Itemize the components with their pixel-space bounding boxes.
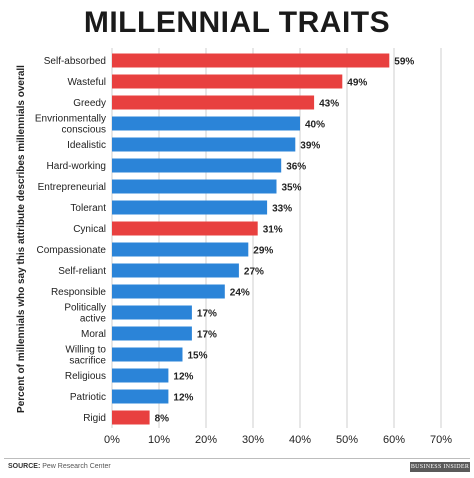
x-tick-label: 10%	[148, 434, 170, 446]
category-label: Hard-working	[47, 161, 106, 172]
value-label: 24%	[230, 288, 250, 299]
x-tick-label: 50%	[336, 434, 358, 446]
value-label: 31%	[263, 225, 283, 236]
y-axis-label: Percent of millennials who say this attr…	[16, 65, 27, 413]
category-label: Rigid	[83, 413, 106, 424]
bar	[112, 179, 277, 194]
value-label: 36%	[286, 162, 306, 173]
bar-chart: 0% 10% 20% 30% 40% 50% 60% 70% 59% Self-absorbed 4…	[16, 48, 452, 446]
category-label: Tolerant	[70, 203, 106, 214]
category-label: Patriotic	[70, 392, 106, 403]
category-label: Wasteful	[67, 77, 106, 88]
category-label: Self-absorbed	[44, 56, 106, 67]
x-tick-label: 60%	[383, 434, 405, 446]
value-label: 12%	[173, 393, 193, 404]
category-label: Compassionate	[37, 245, 107, 256]
business-insider-logo: BUSINESS INSIDER	[410, 462, 470, 472]
value-label: 49%	[347, 78, 367, 89]
category-label: Self-reliant	[58, 266, 106, 277]
bar	[112, 116, 300, 131]
bar	[112, 347, 183, 362]
value-label: 17%	[197, 330, 217, 341]
bar	[112, 368, 169, 383]
category-label: Religious	[65, 371, 106, 382]
x-tick-label: 30%	[242, 434, 264, 446]
value-label: 12%	[173, 372, 193, 383]
category-label: Responsible	[51, 287, 106, 298]
x-tick-label: 0%	[104, 434, 120, 446]
value-label: 27%	[244, 267, 264, 278]
bar	[112, 305, 192, 320]
value-label: 35%	[282, 183, 302, 194]
category-label: Politically active	[64, 303, 106, 325]
value-label: 29%	[253, 246, 273, 257]
x-tick-label: 70%	[430, 434, 452, 446]
category-label: Idealistic	[67, 140, 106, 151]
category-label: Cynical	[73, 224, 106, 235]
category-label: Willing to sacrifice	[65, 345, 106, 367]
value-label: 8%	[155, 414, 170, 425]
value-label: 39%	[300, 141, 320, 152]
source-text: Pew Research Center	[42, 463, 111, 470]
bar	[112, 263, 239, 278]
bar	[112, 389, 169, 404]
category-label: Envrionmentally conscious	[35, 114, 106, 136]
bar	[112, 53, 390, 68]
value-label: 59%	[394, 57, 414, 68]
source-label: SOURCE:	[8, 463, 41, 470]
bar	[112, 200, 268, 215]
category-label: Moral	[81, 329, 106, 340]
source-note: SOURCE: Pew Research Center	[8, 463, 111, 470]
category-label: Greedy	[73, 98, 106, 109]
value-label: 15%	[188, 351, 208, 362]
bar	[112, 242, 249, 257]
bar	[112, 284, 225, 299]
value-label: 33%	[272, 204, 292, 215]
bar	[112, 410, 150, 425]
bar	[112, 74, 343, 89]
bar	[112, 95, 315, 110]
value-label: 17%	[197, 309, 217, 320]
value-label: 43%	[319, 99, 339, 110]
bar	[112, 158, 282, 173]
bar	[112, 326, 192, 341]
bar	[112, 137, 296, 152]
chart-title: MILLENNIAL TRAITS	[83, 6, 391, 39]
x-tick-label: 20%	[195, 434, 217, 446]
category-label: Entrepreneurial	[38, 182, 106, 193]
x-tick-label: 40%	[289, 434, 311, 446]
footer-divider	[4, 458, 470, 459]
bar	[112, 221, 258, 236]
value-label: 40%	[305, 120, 325, 131]
